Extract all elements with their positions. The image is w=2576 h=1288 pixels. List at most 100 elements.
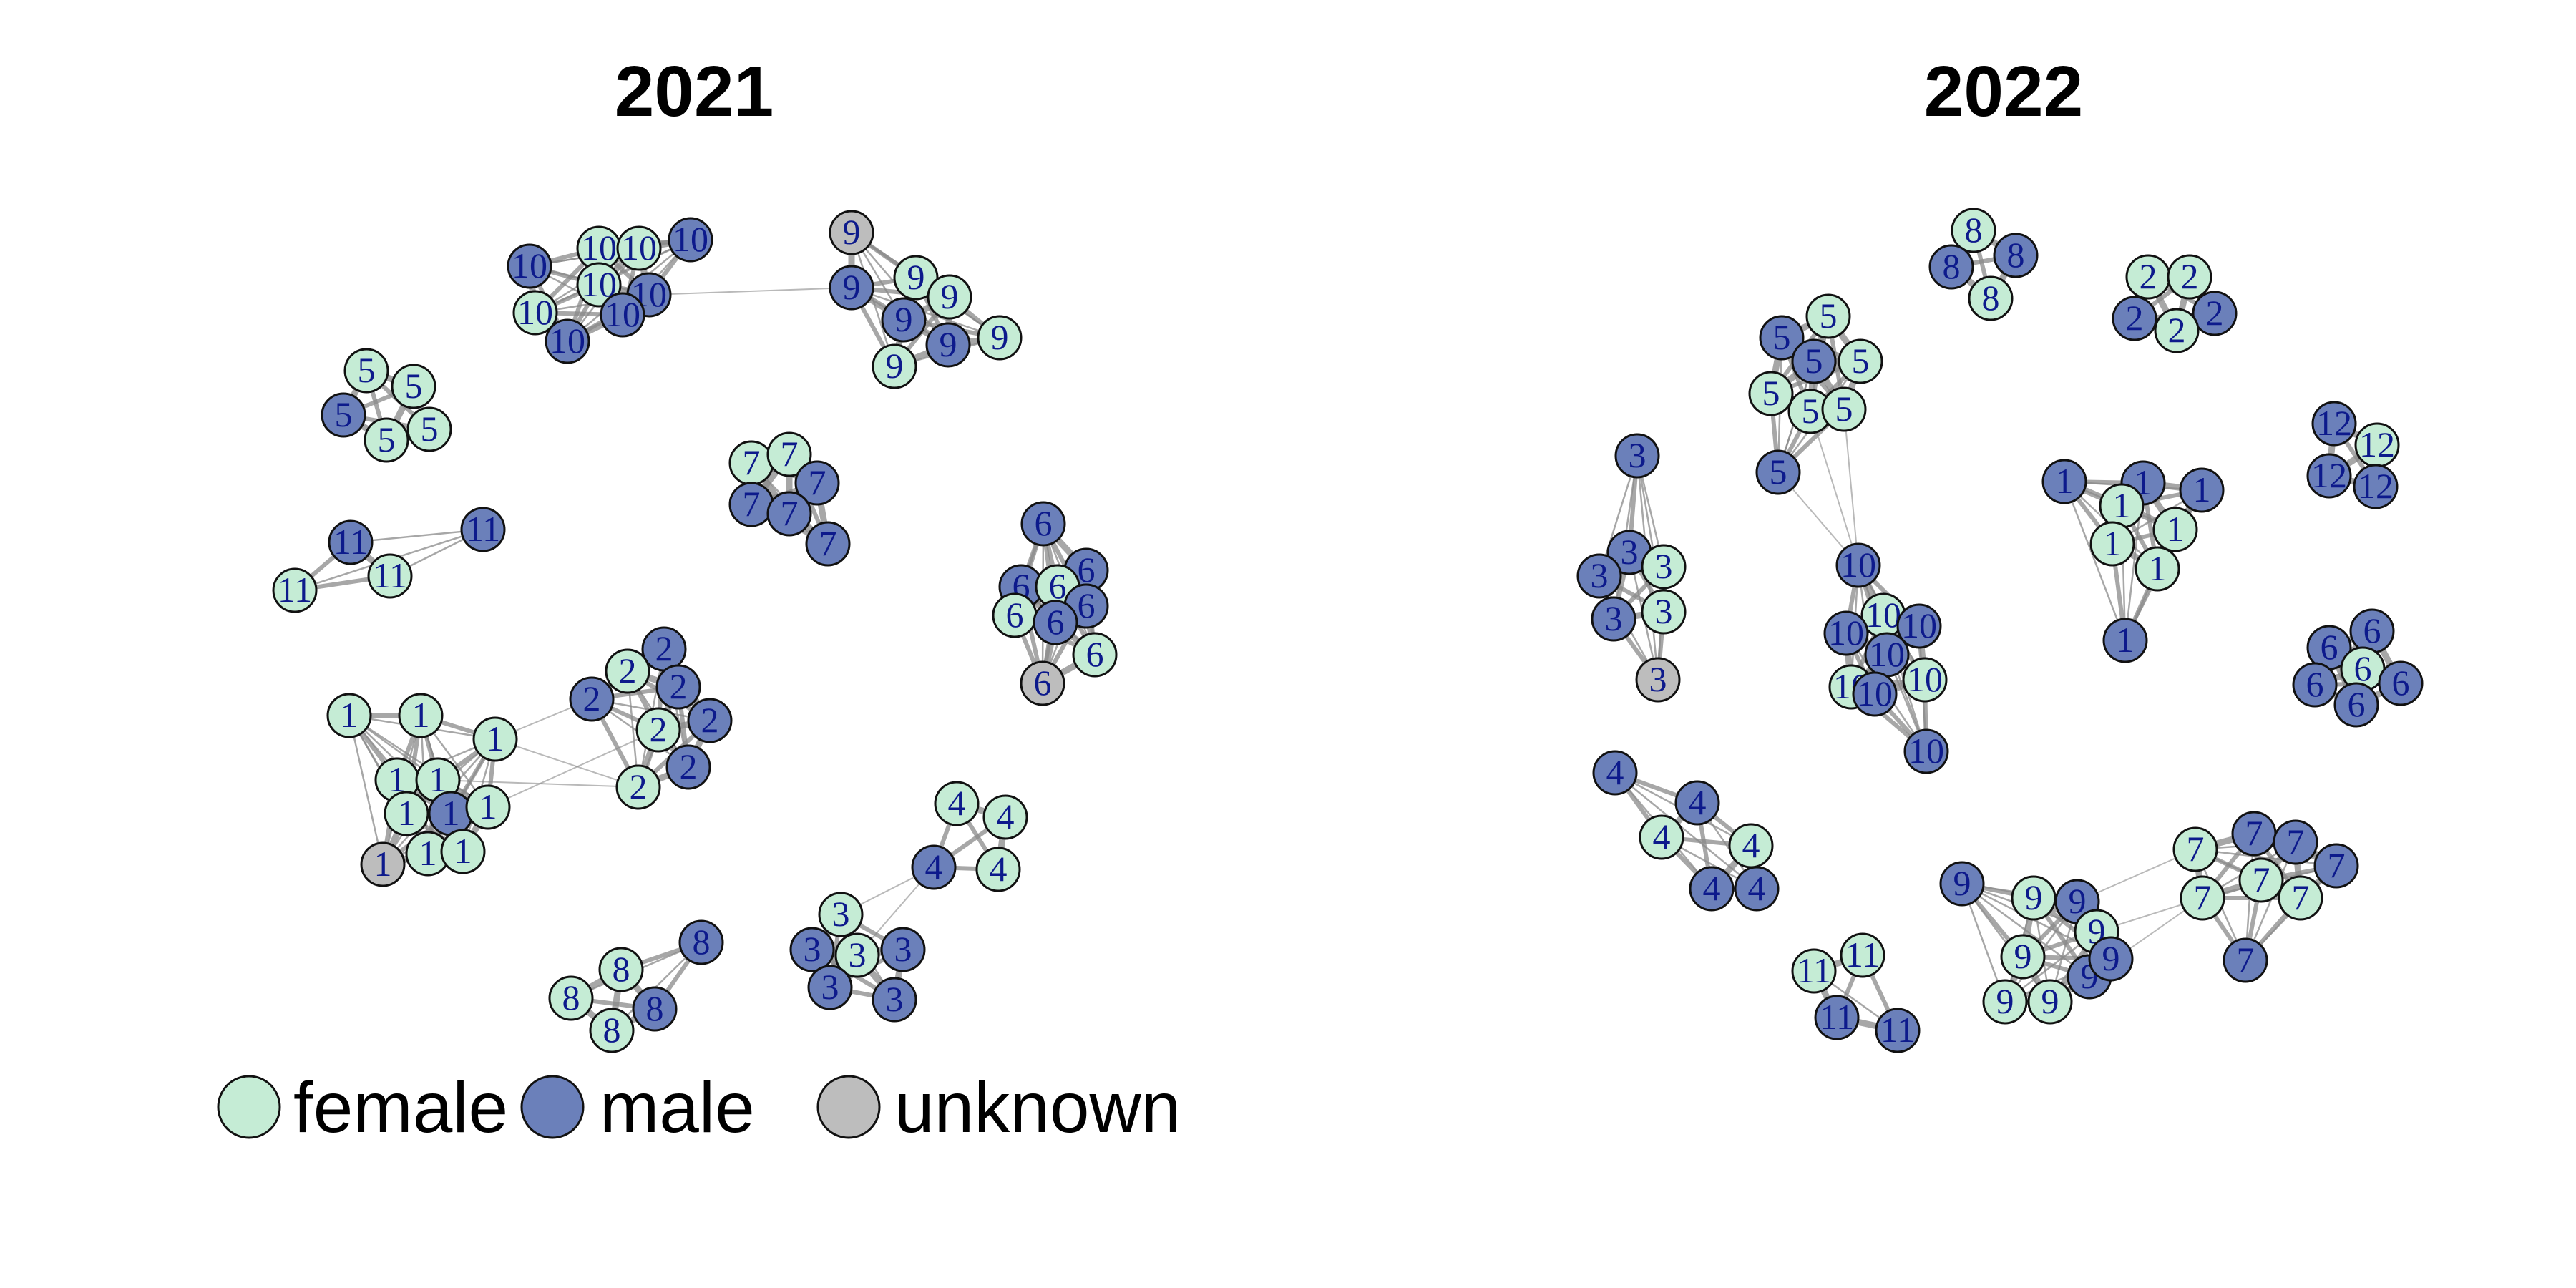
node-label: 4 (1653, 816, 1671, 857)
node-label: 3 (821, 967, 839, 1007)
node-label: 6 (2354, 648, 2372, 688)
node-label: 10 (1857, 673, 1893, 713)
node-circle-unknown (829, 210, 874, 255)
network-node: 2 (2192, 291, 2238, 336)
node-circle-female (2027, 979, 2073, 1025)
node-label: 10 (673, 219, 708, 259)
node-label: 3 (1605, 598, 1623, 638)
network-node: 10 (1902, 657, 1948, 703)
node-label: 10 (1901, 605, 1937, 645)
node-circle-male (1791, 338, 1837, 384)
network-node: 10 (1864, 632, 1910, 678)
node-circle-male (807, 965, 853, 1010)
node-label: 1 (2056, 461, 2074, 501)
network-node: 9 (872, 343, 917, 389)
network-node: 7 (2231, 811, 2277, 857)
network-node: 2 (2167, 254, 2212, 300)
node-label: 7 (2328, 845, 2346, 885)
network-node: 5 (1787, 389, 1833, 434)
node-label: 5 (1802, 391, 1820, 431)
network-node: 12 (2353, 464, 2399, 509)
node-label: 10 (512, 245, 547, 286)
network-node: 6 (1072, 632, 1118, 678)
node-label: 7 (743, 484, 761, 524)
node-label: 6 (1078, 585, 1096, 625)
node-label: 8 (562, 977, 580, 1018)
node-label: 10 (1828, 613, 1864, 653)
node-label: 6 (1035, 503, 1053, 543)
node-circle-female (598, 947, 644, 992)
network-node: 9 (893, 255, 939, 301)
node-circle-female (343, 348, 389, 394)
node-circle-male (1689, 866, 1735, 912)
node-label: 2 (2181, 256, 2199, 296)
node-circle-male (2311, 401, 2357, 447)
node-circle-female (977, 315, 1023, 361)
network-node: 2 (655, 664, 701, 710)
network-node: 8 (1968, 275, 2014, 321)
node-label: 7 (2237, 940, 2255, 980)
network-node: 6 (1020, 660, 1065, 706)
panel-title-2021: 2021 (615, 52, 774, 132)
node-label: 7 (2292, 877, 2310, 917)
network-node: 4 (1592, 750, 1638, 796)
network-node: 1 (415, 757, 461, 803)
network-node: 7 (2278, 875, 2323, 921)
node-label: 3 (1649, 659, 1667, 699)
network-node: 10 (507, 243, 552, 289)
network-node: 3 (789, 927, 835, 972)
node-circle-female (398, 693, 444, 738)
node-circle-female (367, 553, 413, 599)
node-circle-male (880, 927, 926, 972)
node-label: 11 (333, 522, 368, 562)
network-node: 7 (2223, 937, 2268, 983)
node-label: 11 (1845, 935, 1880, 975)
node-circle-female (2000, 934, 2046, 980)
node-label: 1 (479, 786, 497, 826)
edge-layer (293, 230, 1098, 1034)
node-label: 3 (804, 929, 821, 969)
node-circle-male (687, 698, 733, 743)
node-label: 3 (1591, 555, 1609, 595)
network-edge (1810, 411, 1859, 566)
network-node: 2 (615, 764, 661, 810)
node-circle-male (1896, 603, 1942, 649)
network-node: 6 (2349, 608, 2395, 654)
node-circle-male (321, 392, 366, 438)
node-label: 4 (990, 849, 1008, 889)
node-circle-female (1968, 275, 2014, 321)
node-circle-female (1821, 386, 1867, 432)
network-node: 1 (2152, 507, 2198, 552)
node-label: 6 (2363, 610, 2381, 650)
network-edge (2063, 481, 2127, 641)
network-node: 12 (2311, 401, 2357, 447)
node-label: 5 (1835, 389, 1853, 429)
node-label: 12 (2316, 403, 2352, 443)
network-node: 5 (1838, 338, 1883, 384)
node-label: 6 (1006, 595, 1024, 635)
network-node: 6 (2333, 682, 2379, 728)
network-node: 7 (728, 482, 774, 527)
network-edge (648, 287, 852, 296)
node-circle-female (472, 716, 518, 762)
node-label: 3 (886, 979, 904, 1019)
network-node: 1 (465, 784, 511, 830)
network-node: 7 (2238, 857, 2284, 903)
network-node: 8 (678, 919, 724, 965)
node-label: 2 (2206, 293, 2224, 333)
node-circle-female (1748, 371, 1794, 416)
network-node: 9 (1982, 979, 2028, 1025)
network-node: 7 (794, 460, 840, 506)
node-circle-female (934, 781, 980, 826)
legend-label-female: female (293, 1068, 508, 1148)
node-circle-male (2273, 819, 2318, 865)
node-circle-female (615, 764, 661, 810)
node-label: 7 (2245, 813, 2263, 853)
node-circle-female (1982, 979, 2028, 1025)
node-circle-unknown (1635, 657, 1681, 703)
network-node: 5 (364, 417, 409, 463)
network-node: 10 (616, 225, 662, 271)
node-label: 10 (517, 292, 553, 332)
node-label: 1 (2104, 523, 2122, 563)
network-node: 2 (2112, 296, 2157, 341)
